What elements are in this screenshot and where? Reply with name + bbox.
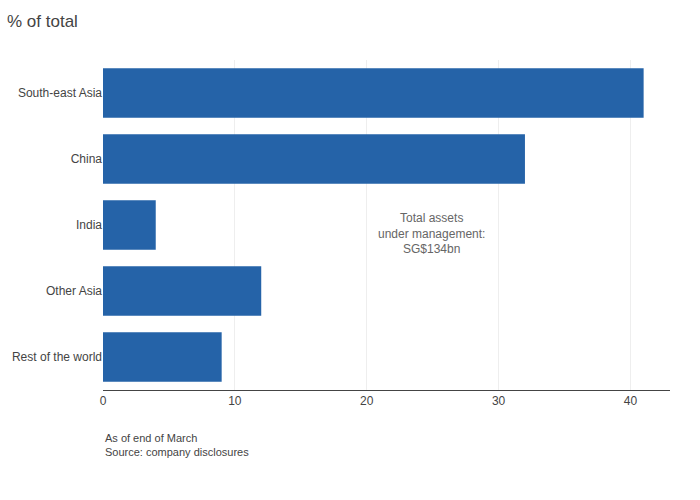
svg-text:As of end of MarchSource: comp: As of end of MarchSource: company disclo… (105, 432, 249, 458)
svg-text:% of total: % of total (7, 12, 78, 31)
svg-text:30: 30 (492, 394, 506, 408)
svg-text:China: China (71, 152, 103, 166)
svg-text:10: 10 (228, 394, 242, 408)
svg-text:0: 0 (100, 394, 107, 408)
svg-text:South-east Asia: South-east Asia (18, 86, 102, 100)
svg-text:Other Asia: Other Asia (46, 284, 102, 298)
svg-text:Total assetsunder management:S: Total assetsunder management:SG$134bn (378, 211, 485, 256)
svg-text:40: 40 (624, 394, 638, 408)
svg-text:20: 20 (360, 394, 374, 408)
svg-text:India: India (76, 218, 102, 232)
svg-text:Rest of the world: Rest of the world (12, 350, 102, 364)
